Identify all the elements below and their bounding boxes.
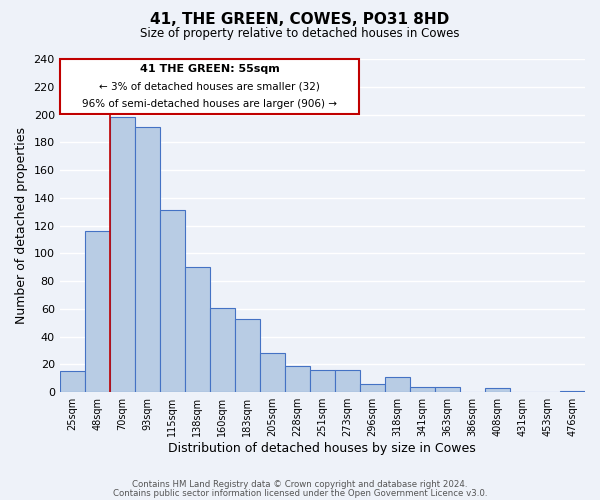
Bar xyxy=(435,386,460,392)
Bar xyxy=(360,384,385,392)
Bar xyxy=(110,118,135,392)
Text: ← 3% of detached houses are smaller (32): ← 3% of detached houses are smaller (32) xyxy=(99,82,320,92)
Bar xyxy=(485,388,510,392)
Bar xyxy=(560,391,585,392)
Bar xyxy=(210,308,235,392)
Bar xyxy=(59,372,85,392)
Bar xyxy=(135,127,160,392)
Bar xyxy=(310,370,335,392)
X-axis label: Distribution of detached houses by size in Cowes: Distribution of detached houses by size … xyxy=(169,442,476,455)
Text: Contains HM Land Registry data © Crown copyright and database right 2024.: Contains HM Land Registry data © Crown c… xyxy=(132,480,468,489)
FancyBboxPatch shape xyxy=(59,59,359,114)
Y-axis label: Number of detached properties: Number of detached properties xyxy=(15,127,28,324)
Bar xyxy=(185,268,210,392)
Text: 41, THE GREEN, COWES, PO31 8HD: 41, THE GREEN, COWES, PO31 8HD xyxy=(151,12,449,28)
Bar xyxy=(410,386,435,392)
Text: 96% of semi-detached houses are larger (906) →: 96% of semi-detached houses are larger (… xyxy=(82,99,337,109)
Bar xyxy=(385,377,410,392)
Text: Size of property relative to detached houses in Cowes: Size of property relative to detached ho… xyxy=(140,28,460,40)
Bar xyxy=(160,210,185,392)
Bar xyxy=(285,366,310,392)
Bar xyxy=(335,370,360,392)
Bar xyxy=(85,231,110,392)
Bar xyxy=(260,354,285,392)
Bar xyxy=(235,318,260,392)
Text: Contains public sector information licensed under the Open Government Licence v3: Contains public sector information licen… xyxy=(113,488,487,498)
Text: 41 THE GREEN: 55sqm: 41 THE GREEN: 55sqm xyxy=(140,64,279,74)
